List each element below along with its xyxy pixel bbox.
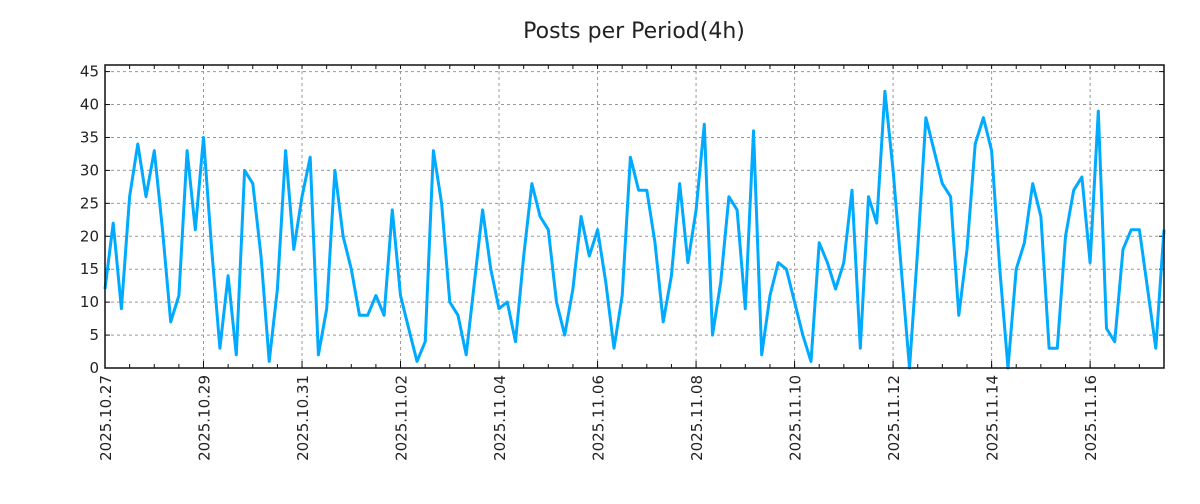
y-tick-label: 10 bbox=[80, 293, 99, 311]
y-tick-label: 35 bbox=[80, 128, 99, 146]
x-tick-label: 2025.10.27 bbox=[97, 375, 115, 461]
chart-title: Posts per Period(4h) bbox=[523, 19, 745, 44]
x-tick-label: 2025.11.14 bbox=[984, 375, 1002, 461]
y-tick-label: 15 bbox=[80, 260, 99, 278]
y-tick-label: 20 bbox=[80, 227, 99, 245]
y-tick-label: 25 bbox=[80, 194, 99, 212]
y-tick-label: 30 bbox=[80, 161, 99, 179]
y-tick-label: 0 bbox=[89, 359, 99, 377]
axis-ticks: 0 5 10 15 20 25 30 35 40 45 2025.10.27 2025.10.29 20… bbox=[80, 63, 1164, 461]
series-line-posts bbox=[105, 91, 1164, 368]
x-tick-label: 2025.11.10 bbox=[787, 375, 805, 461]
x-tick-label: 2025.10.31 bbox=[294, 375, 312, 461]
y-tick-label: 40 bbox=[80, 96, 99, 114]
x-tick-label: 2025.11.04 bbox=[491, 375, 509, 461]
x-tick-label: 2025.11.12 bbox=[885, 375, 903, 461]
x-tick-label: 2025.11.16 bbox=[1082, 375, 1100, 461]
y-tick-label: 45 bbox=[80, 63, 99, 81]
x-tick-label: 2025.11.06 bbox=[590, 375, 608, 461]
x-tick-label: 2025.10.29 bbox=[196, 375, 214, 461]
x-tick-label: 2025.11.08 bbox=[688, 375, 706, 461]
x-tick-label: 2025.11.02 bbox=[393, 375, 411, 461]
y-tick-label: 5 bbox=[89, 326, 99, 344]
